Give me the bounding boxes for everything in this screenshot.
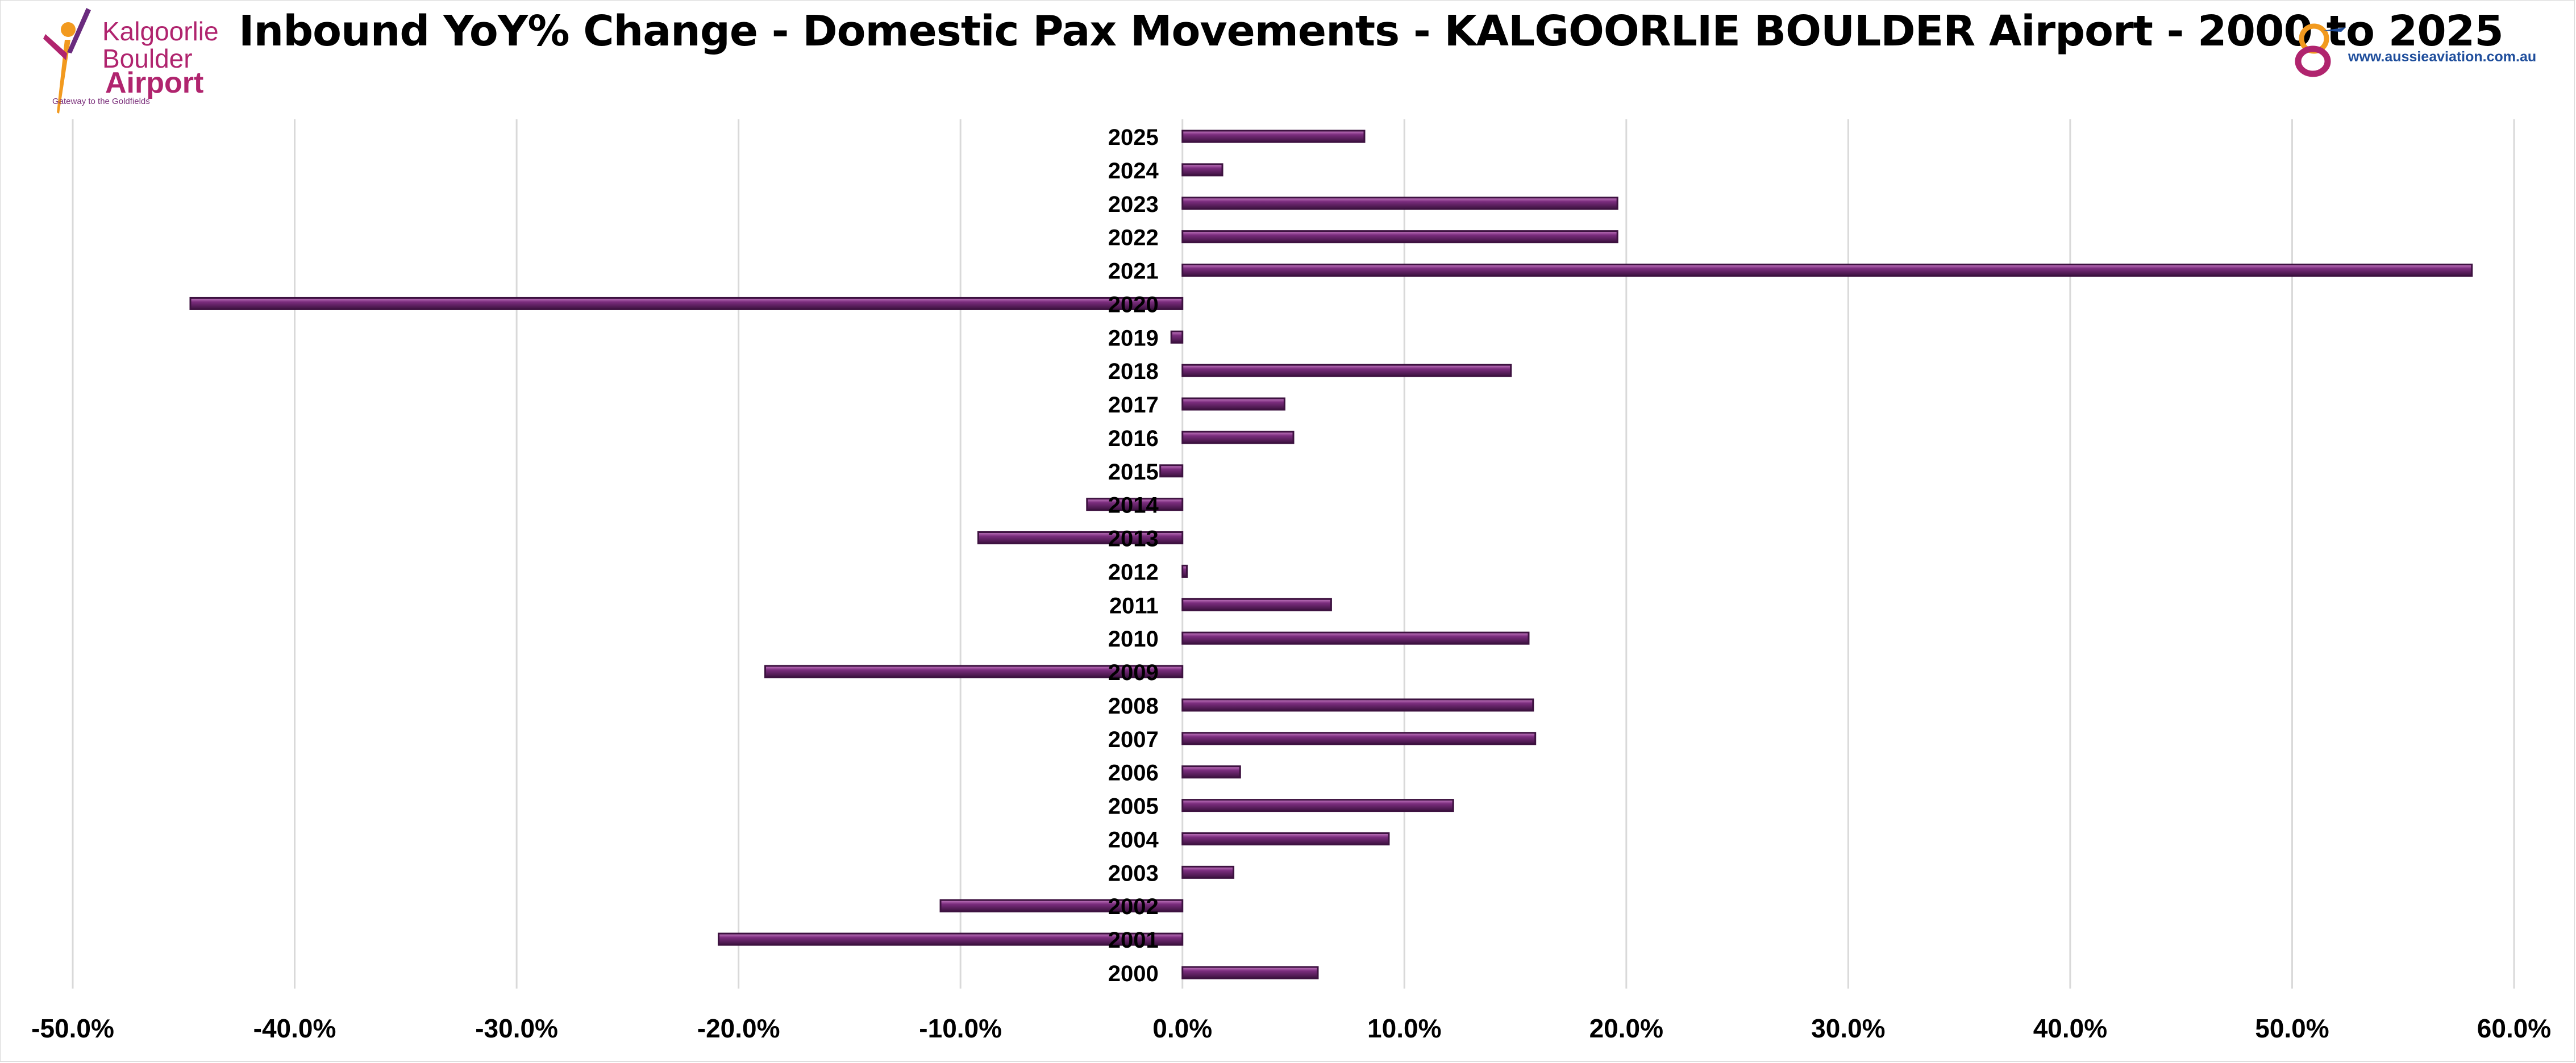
category-label-2000: 2000: [1108, 961, 1159, 986]
bar-2007: [1181, 732, 1537, 745]
kalgoorlie-airport-logo: Kalgoorlie Boulder Airport Gateway to th…: [34, 6, 239, 119]
bar-2013: [977, 531, 1184, 545]
category-label-2025: 2025: [1108, 125, 1159, 150]
x-tick-label: -20.0%: [697, 1014, 780, 1043]
x-tick-label: 60.0%: [2477, 1014, 2551, 1043]
airport-figure-icon: [43, 8, 91, 114]
bar-2015: [1159, 464, 1184, 478]
logo-line-airport: Airport: [105, 66, 204, 99]
x-tick-label: 30.0%: [1811, 1014, 1885, 1043]
category-label-2006: 2006: [1108, 761, 1159, 786]
category-label-2003: 2003: [1108, 861, 1159, 886]
bar-2020: [189, 297, 1184, 310]
category-label-2013: 2013: [1108, 527, 1159, 552]
aussie-aviation-swirl-icon: [2295, 23, 2346, 77]
x-tick-label: -40.0%: [253, 1014, 336, 1043]
bar-2018: [1181, 364, 1512, 377]
bar-2022: [1181, 230, 1618, 244]
bar-2010: [1181, 631, 1530, 645]
bar-2008: [1181, 698, 1534, 712]
x-axis-tick-labels: -50.0% -40.0% -30.0% -20.0% -10.0% 0.0% 10.0% 2…: [31, 1014, 2551, 1043]
logo-line-kalgoorlie: Kalgoorlie: [102, 16, 219, 46]
category-label-2008: 2008: [1108, 694, 1159, 719]
bar-2021: [1181, 264, 2473, 277]
bar-2023: [1181, 197, 1618, 210]
category-label-2023: 2023: [1108, 192, 1159, 217]
category-label-2011: 2011: [1109, 593, 1159, 618]
category-label-2005: 2005: [1108, 794, 1159, 819]
bar-2014: [1086, 498, 1184, 511]
aussie-aviation-logo: www.aussieaviation.com.au: [2290, 11, 2557, 91]
x-tick-label: 0.0%: [1152, 1014, 1212, 1043]
x-tick-label: -10.0%: [919, 1014, 1002, 1043]
logo-tagline: Gateway to the Goldfields: [52, 97, 150, 106]
x-tick-label: 40.0%: [2033, 1014, 2107, 1043]
bar-2009: [764, 665, 1184, 678]
bar-2005: [1181, 799, 1454, 812]
category-labels: 2025 2024 2023 2022 2021 2020 2019 2018 2017 2016…: [1108, 125, 1159, 986]
category-label-2017: 2017: [1108, 393, 1159, 418]
category-label-2009: 2009: [1108, 660, 1159, 685]
bar-2011: [1181, 598, 1332, 611]
bar-2024: [1181, 163, 1224, 177]
bar-2006: [1181, 765, 1241, 779]
x-tick-label: 50.0%: [2255, 1014, 2329, 1043]
bars: [189, 130, 2473, 979]
category-label-2019: 2019: [1108, 326, 1159, 351]
category-label-2007: 2007: [1108, 727, 1159, 752]
category-label-2020: 2020: [1108, 292, 1159, 317]
bar-2017: [1181, 397, 1285, 411]
logo-line-boulder: Boulder: [102, 44, 193, 73]
x-tick-label: 10.0%: [1367, 1014, 1441, 1043]
category-label-2004: 2004: [1108, 827, 1159, 852]
category-label-2015: 2015: [1108, 460, 1159, 485]
bar-2002: [939, 899, 1184, 912]
category-label-2022: 2022: [1108, 226, 1159, 251]
x-tick-label: -30.0%: [475, 1014, 558, 1043]
chart-title: Inbound YoY% Change - Domestic Pax Movem…: [239, 7, 2504, 56]
bar-2000: [1181, 966, 1319, 979]
x-tick-label: 20.0%: [1589, 1014, 1663, 1043]
category-label-2002: 2002: [1108, 894, 1159, 919]
category-label-2001: 2001: [1108, 928, 1159, 953]
category-label-2012: 2012: [1108, 560, 1159, 585]
gridlines: [72, 119, 2515, 989]
bar-2004: [1181, 832, 1390, 845]
website-url[interactable]: www.aussieaviation.com.au: [2348, 49, 2537, 65]
category-label-2014: 2014: [1108, 493, 1159, 518]
bar-2012: [1181, 564, 1188, 578]
bar-2001: [717, 932, 1184, 946]
bar-2019: [1170, 330, 1184, 344]
category-label-2010: 2010: [1108, 627, 1159, 652]
category-label-2018: 2018: [1108, 359, 1159, 384]
bar-2003: [1181, 865, 1235, 879]
x-tick-label: -50.0%: [31, 1014, 114, 1043]
bar-2025: [1181, 130, 1366, 143]
bar-2016: [1181, 431, 1295, 444]
category-label-2021: 2021: [1108, 259, 1159, 284]
category-label-2024: 2024: [1108, 159, 1159, 184]
category-label-2016: 2016: [1108, 426, 1159, 451]
